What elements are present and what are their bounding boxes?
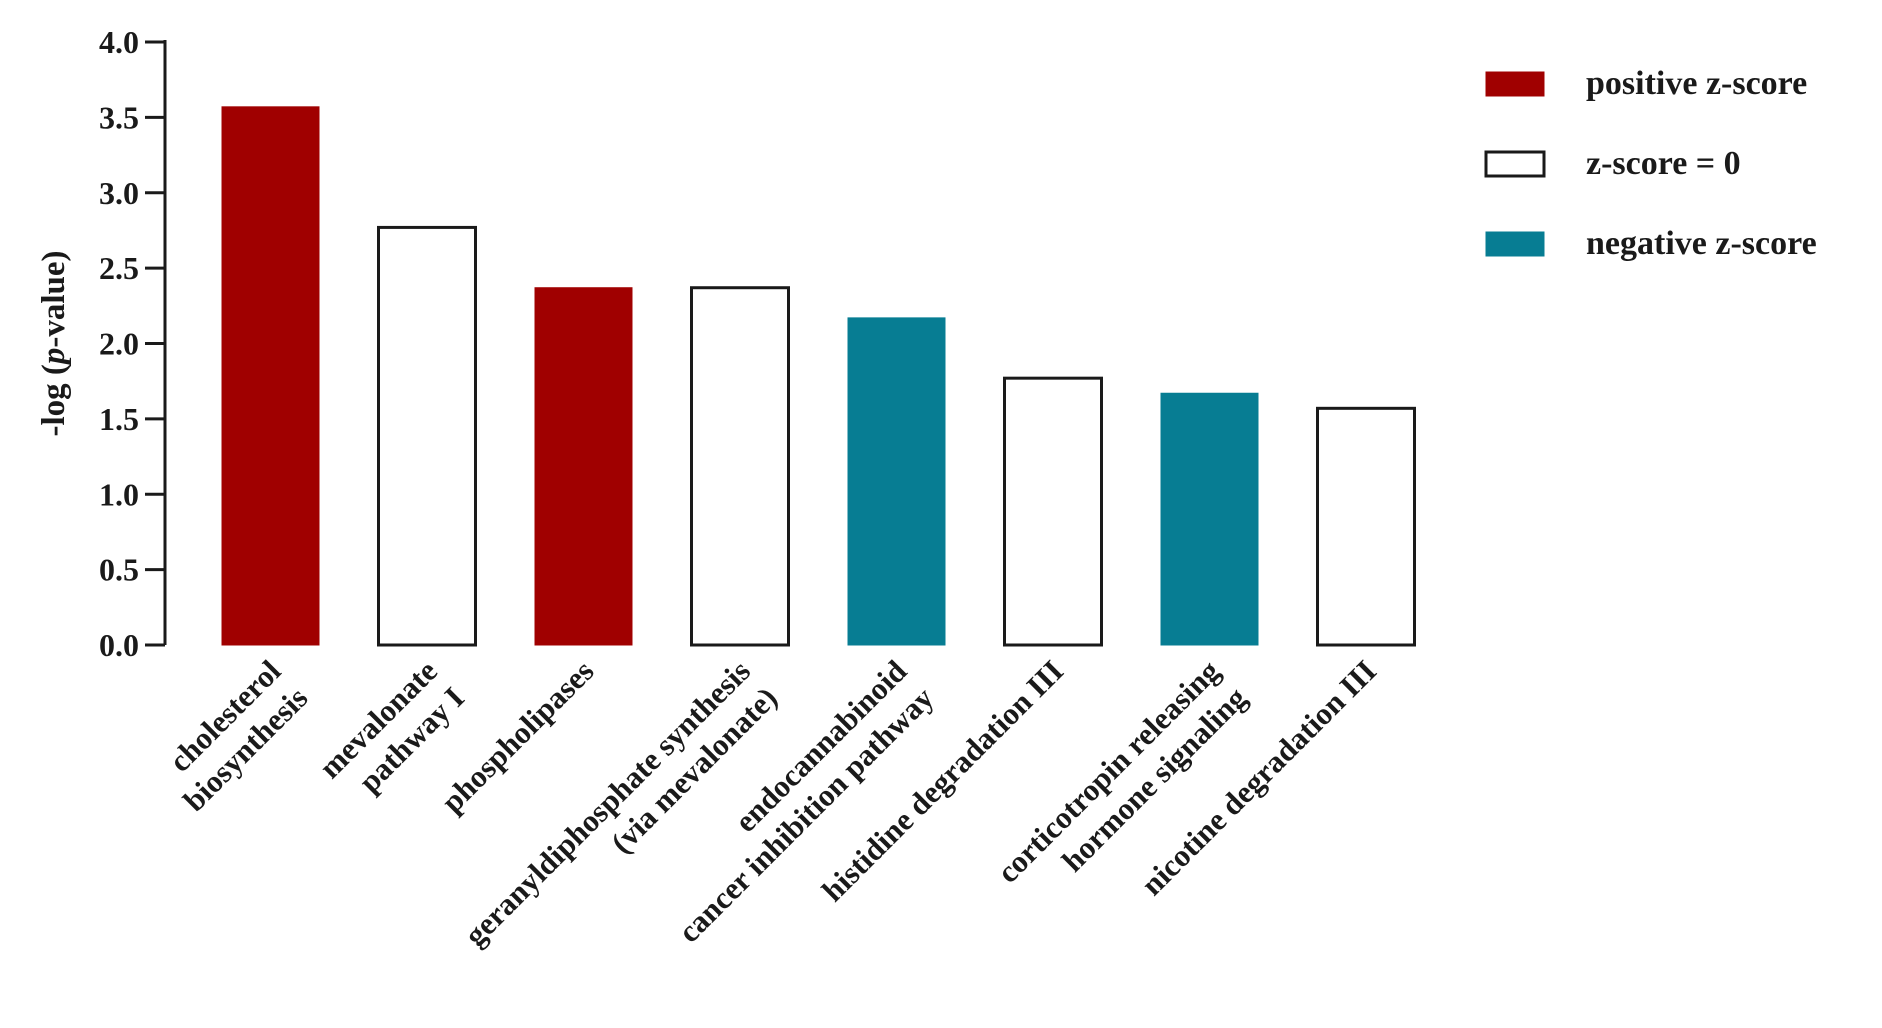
bar-negative [1160,392,1259,646]
x-category-label: phospholipases [434,653,600,819]
legend-label-positive: positive z-score [1586,65,1807,102]
y-axis-title-part: p [36,348,72,368]
y-tick-label: 3.0 [99,175,139,211]
bar-zero [1316,406,1416,647]
legend-swatch-zero [1484,150,1546,178]
x-category-label-line: phospholipases [434,653,600,819]
y-tick-label: 0.0 [99,627,139,663]
bar-negative [847,317,946,646]
y-axis: 0.0 0.5 1.0 1.5 2.0 2.5 3.0 3.5 4.0 [99,24,167,663]
legend-label-negative: negative z-score [1586,225,1817,262]
bar-positive [534,287,633,646]
bar-zero [377,225,477,647]
y-tick-label: 3.5 [99,99,139,135]
y-tick-label: 0.5 [99,552,139,588]
legend-label-zero: z-score = 0 [1586,145,1741,182]
x-axis-labels: cholesterolbiosynthesismevalonatepathway… [149,653,1383,953]
y-tick-label: 2.5 [99,250,139,286]
bar-zero [1003,376,1103,647]
legend-swatch-negative [1485,231,1545,257]
y-tick-label: 2.0 [99,326,139,362]
bar-positive [221,106,320,646]
y-axis-title-part: -log ( [36,364,72,436]
y-axis-title: -log (p-value) [36,250,72,436]
y-tick-label: 1.5 [99,401,139,437]
bars [221,106,1416,647]
bar-zero [690,286,790,647]
legend: positive z-score z-score = 0 negative z-sc… [1484,65,1817,262]
x-category-label: cholesterolbiosynthesis [149,653,314,818]
y-tick-label: 4.0 [99,24,139,60]
y-tick-label: 1.0 [99,476,139,512]
y-axis-title-part: -value) [36,250,72,347]
legend-swatch-positive [1485,71,1545,97]
